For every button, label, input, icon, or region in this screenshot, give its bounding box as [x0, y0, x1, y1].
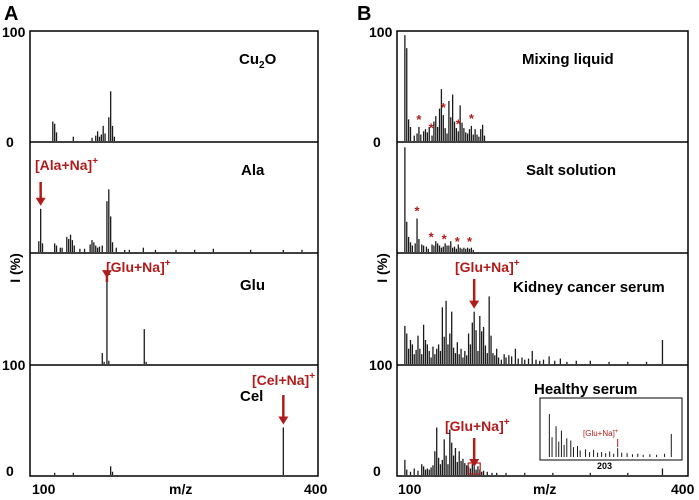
annotation-cel-na-text: [Cel+Na] [252, 372, 309, 388]
y-tick-0-top-left: 0 [6, 134, 14, 150]
star-marker-salt-solution-1: * [429, 229, 435, 244]
annotation-glu-na-healthy-sup: + [504, 417, 510, 428]
arrow-glu [101, 270, 112, 282]
x-tick-max-left: 400 [304, 481, 328, 497]
arrow-glu-head [101, 270, 112, 279]
title-kidney-cancer-serum: Kidney cancer serum [513, 279, 665, 296]
arrow-cel [278, 395, 289, 425]
x-tick-min-left: 100 [32, 481, 56, 497]
title-mixing-liquid: Mixing liquid [522, 51, 614, 68]
star-marker-mixing-liquid-3: * [456, 116, 462, 131]
inset-annotation: [Glu+Na]+ [583, 429, 619, 438]
inset-annotation-text: [Glu+Na] [583, 429, 615, 438]
annotation-glu-na-a-sup: + [165, 258, 171, 269]
x-axis-label-right: m/z [533, 481, 556, 497]
y-tick-100-top-left: 100 [2, 24, 26, 40]
arrow-cel-head [278, 416, 289, 425]
y-axis-label-right: I (%) [374, 253, 390, 283]
annotation-glu-na-kidney-text: [Glu+Na] [455, 259, 514, 275]
y-tick-0-top-right: 0 [373, 134, 381, 150]
highlight-box-glu [467, 462, 481, 475]
star-marker-salt-solution-2: * [442, 232, 448, 247]
star-marker-salt-solution-0: * [415, 204, 421, 219]
annotation-glu-na-kidney-sup: + [514, 258, 520, 269]
inset-peaks [548, 414, 672, 457]
title-ala: Ala [241, 162, 265, 179]
star-marker-mixing-liquid-0: * [416, 112, 422, 127]
panel-b-label: B [357, 3, 371, 25]
title-cu2o-main: Cu [239, 51, 259, 68]
y-tick-100-bottom-right: 100 [369, 357, 393, 373]
annotation-glu-na-healthy: [Glu+Na]+ [445, 417, 510, 434]
panel-a-label: A [4, 3, 18, 25]
title-glu: Glu [240, 277, 265, 294]
arrow-ala-head [35, 197, 46, 206]
annotation-glu-na-a: [Glu+Na]+ [106, 258, 171, 275]
title-cu2o-sub: 2 [259, 60, 265, 71]
star-marker-salt-solution-3: * [455, 234, 461, 249]
title-cel: Cel [240, 388, 263, 405]
star-marker-mixing-liquid-1: * [429, 121, 435, 136]
y-tick-100-bottom-left: 100 [2, 357, 26, 373]
star-marker-mixing-liquid-2: * [441, 100, 447, 115]
x-axis-label-left: m/z [169, 481, 192, 497]
annotation-ala-na-text: [Ala+Na] [35, 157, 92, 173]
arrow-kidney-cancer-serum-head [469, 300, 480, 309]
x-tick-min-right: 100 [398, 481, 422, 497]
y-tick-0-bottom-right: 0 [373, 463, 381, 479]
y-tick-0-bottom-left: 0 [6, 463, 14, 479]
annotation-glu-na-kidney: [Glu+Na]+ [455, 258, 520, 275]
arrow-kidney-cancer-serum [469, 279, 480, 309]
annotation-cel-na: [Cel+Na]+ [252, 371, 315, 388]
annotation-glu-na-a-text: [Glu+Na] [106, 259, 165, 275]
title-healthy-serum: Healthy serum [534, 381, 637, 398]
arrow-ala [35, 182, 46, 206]
inset-tick-label: 203 [597, 461, 612, 471]
title-cu2o: Cu2O [239, 51, 277, 71]
panel-frames [29, 30, 689, 477]
annotation-ala-na: [Ala+Na]+ [35, 156, 98, 173]
star-marker-salt-solution-4: * [467, 234, 473, 249]
marks-layer: * * * * * * * * * * [35, 100, 481, 475]
healthy-serum-inset: [Glu+Na]+ 203 [539, 397, 683, 471]
title-cu2o-tail: O [265, 51, 277, 68]
annotation-ala-na-sup: + [92, 156, 98, 167]
title-salt-solution: Salt solution [526, 162, 616, 179]
annotation-cel-na-sup: + [309, 371, 315, 382]
annotation-glu-na-healthy-text: [Glu+Na] [445, 418, 504, 434]
inset-annotation-sup: + [615, 429, 619, 435]
x-tick-max-right: 400 [671, 481, 695, 497]
y-tick-100-top-right: 100 [369, 24, 393, 40]
y-axis-label-left: I (%) [7, 253, 23, 283]
star-marker-mixing-liquid-4: * [469, 111, 475, 126]
